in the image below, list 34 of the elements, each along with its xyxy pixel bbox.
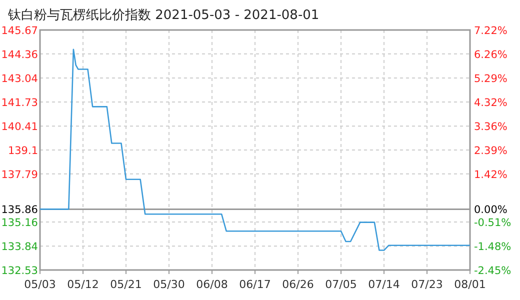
y-tick-label: 137.79 <box>1 168 38 181</box>
y2-tick-label: -2.45% <box>474 265 512 277</box>
x-tick-label: 07/23 <box>411 278 443 291</box>
y2-tick-label: 3.36% <box>474 120 508 133</box>
y2-tick-label: 0.00% <box>474 204 508 216</box>
y2-tick-label: 5.29% <box>474 72 508 85</box>
y-tick-label: 145.67 <box>1 25 38 37</box>
x-tick-label: 05/03 <box>24 278 56 291</box>
y-tick-label: 135.16 <box>1 216 38 229</box>
x-tick-label: 07/05 <box>325 278 357 291</box>
chart-title: 钛白粉与瓦楞纸比价指数 2021-05-03 - 2021-08-01 <box>7 8 320 23</box>
x-tick-label: 06/26 <box>282 278 314 291</box>
y2-tick-label: 2.39% <box>474 144 508 157</box>
y-tick-label: 144.36 <box>1 48 38 61</box>
x-tick-label: 07/14 <box>368 278 400 291</box>
y2-tick-label: 6.26% <box>474 48 508 61</box>
y-tick-label: 135.86 <box>1 204 38 216</box>
y2-tick-label: 1.42% <box>474 168 508 181</box>
x-tick-label: 05/12 <box>67 278 99 291</box>
y2-tick-label: 7.22% <box>474 25 508 37</box>
x-tick-label: 05/21 <box>110 278 142 291</box>
x-tick-label: 05/30 <box>153 278 185 291</box>
y2-tick-label: -1.48% <box>474 240 512 253</box>
x-tick-label: 08/01 <box>454 278 486 291</box>
y-tick-label: 133.84 <box>1 241 38 254</box>
y-tick-label: 143.04 <box>1 73 38 86</box>
y2-tick-label: -0.51% <box>474 216 512 229</box>
y-tick-label: 132.53 <box>1 265 38 277</box>
y-tick-label: 140.41 <box>1 121 38 134</box>
y-tick-label: 141.73 <box>1 96 38 109</box>
x-tick-label: 06/17 <box>239 278 271 291</box>
y-tick-label: 139.1 <box>8 145 38 157</box>
y2-tick-label: 4.32% <box>474 96 508 109</box>
x-tick-label: 06/08 <box>196 278 228 291</box>
